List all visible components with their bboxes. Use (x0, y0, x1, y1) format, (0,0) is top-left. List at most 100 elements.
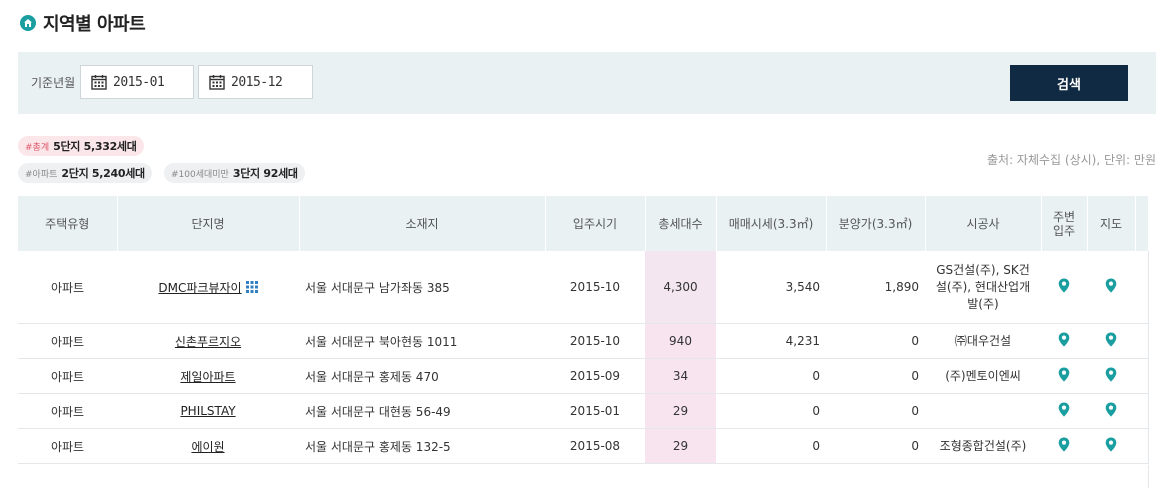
header-spacer (1135, 196, 1149, 251)
header-nearby[interactable]: 주변 입주 (1041, 196, 1088, 251)
cell-type: 아파트 (18, 393, 117, 429)
table-bottom-area (18, 465, 1149, 488)
cell-address: 서울 서대문구 홍제동 132-5 (299, 428, 545, 464)
cell-move-in: 2015-10 (545, 323, 645, 359)
calendar-icon (209, 75, 225, 90)
map-pin-icon[interactable] (1105, 367, 1117, 385)
table-row: 아파트 에이원 서울 서대문구 홍제동 132-5 2015-08 29 0 0 조형종합건설… (18, 428, 1149, 464)
table-row: 아파트 제일아파트 서울 서대문구 홍제동 470 2015-09 34 0 0 (주)멘토이… (18, 358, 1149, 394)
cell-builder (925, 393, 1041, 429)
header-price[interactable]: 매매시세(3.3㎡) (716, 196, 827, 251)
cell-address: 서울 서대문구 대현동 56-49 (299, 393, 545, 429)
map-pin-icon[interactable] (1105, 437, 1117, 455)
complex-name-link[interactable]: 신촌푸르지오 (174, 334, 242, 349)
table-row: 아파트 신촌푸르지오 서울 서대문구 북아현동 1011 2015-10 940 4,23… (18, 323, 1149, 359)
cell-move-in: 2015-10 (545, 251, 645, 324)
header-presale[interactable]: 분양가(3.3㎡) (826, 196, 926, 251)
cell-units: 29 (645, 393, 716, 429)
cell-spacer (1135, 323, 1149, 359)
cell-name: DMC파크뷰자이 (117, 251, 299, 324)
cell-move-in: 2015-01 (545, 393, 645, 429)
cell-units: 4,300 (645, 251, 716, 324)
cell-presale: 0 (826, 358, 925, 394)
cell-map (1087, 323, 1135, 359)
cell-presale: 0 (826, 393, 925, 429)
cell-name: 에이원 (117, 428, 299, 464)
cell-nearby (1041, 428, 1087, 464)
cell-move-in: 2015-08 (545, 428, 645, 464)
cell-spacer (1135, 428, 1149, 464)
cell-builder: (주)멘토이엔씨 (925, 358, 1041, 394)
map-pin-icon[interactable] (1105, 332, 1117, 350)
cell-map (1087, 393, 1135, 429)
summary-total-key: #총계 (25, 142, 50, 153)
table-row: 아파트 DMC파크뷰자이 서울 서대문구 남가좌동 385 2015-10 4,300 3… (18, 251, 1149, 324)
cell-builder: 조형종합건설(주) (925, 428, 1041, 464)
table-row: 아파트 PHILSTAY 서울 서대문구 대현동 56-49 2015-01 29 0 0 (18, 393, 1149, 429)
search-bar: 기준년월 2015-01 2015-12 검색 (18, 52, 1156, 114)
header-units[interactable]: 총세대수 (645, 196, 717, 251)
summary-total-value: 5단지 5,332세대 (53, 140, 137, 153)
map-pin-icon[interactable] (1058, 367, 1070, 385)
map-pin-icon[interactable] (1058, 278, 1070, 296)
end-month-input[interactable]: 2015-12 (198, 65, 313, 99)
start-month-input[interactable]: 2015-01 (80, 65, 194, 99)
cell-price: 0 (716, 428, 826, 464)
complex-name-link[interactable]: 에이원 (191, 439, 225, 454)
source-note: 출처: 자체수집 (상시), 단위: 만원 (986, 153, 1156, 167)
end-month-value: 2015-12 (231, 74, 283, 90)
cell-units: 34 (645, 358, 716, 394)
summary-small-badge: #100세대미만 3단지 92세대 (164, 163, 305, 183)
header-map[interactable]: 지도 (1087, 196, 1136, 251)
cell-name: 제일아파트 (117, 358, 299, 394)
complex-name-link[interactable]: PHILSTAY (180, 404, 236, 418)
cell-nearby (1041, 251, 1087, 324)
cell-nearby (1041, 358, 1087, 394)
summary-small-key: #100세대미만 (171, 169, 229, 180)
cell-units: 29 (645, 428, 716, 464)
cell-presale: 0 (826, 428, 925, 464)
cell-move-in: 2015-09 (545, 358, 645, 394)
map-pin-icon[interactable] (1058, 332, 1070, 350)
header-type[interactable]: 주택유형 (18, 196, 118, 251)
cell-type: 아파트 (18, 251, 117, 324)
complex-name-link[interactable]: 제일아파트 (180, 369, 236, 384)
grid-icon[interactable] (245, 280, 258, 296)
cell-spacer (1135, 393, 1149, 429)
cell-builder: ㈜대우건설 (925, 323, 1041, 359)
summary-apt-badge: #아파트 2단지 5,240세대 (18, 163, 152, 183)
cell-map (1087, 251, 1135, 324)
header-name[interactable]: 단지명 (117, 196, 300, 251)
cell-nearby (1041, 323, 1087, 359)
cell-map (1087, 428, 1135, 464)
header-move-in[interactable]: 입주시기 (545, 196, 646, 251)
cell-presale: 1,890 (826, 251, 925, 324)
cell-type: 아파트 (18, 323, 117, 359)
cell-spacer (1135, 358, 1149, 394)
table-header-row: 주택유형 단지명 소재지 입주시기 총세대수 매매시세(3.3㎡) 분양가(3.… (18, 196, 1149, 251)
search-button[interactable]: 검색 (1010, 65, 1128, 101)
cell-presale: 0 (826, 323, 925, 359)
summary-apt-value: 2단지 5,240세대 (61, 167, 145, 180)
cell-nearby (1041, 393, 1087, 429)
cell-name: 신촌푸르지오 (117, 323, 299, 359)
complex-name-link[interactable]: DMC파크뷰자이 (158, 280, 242, 295)
cell-price: 0 (716, 358, 826, 394)
cell-name: PHILSTAY (117, 393, 299, 429)
header-builder[interactable]: 시공사 (925, 196, 1042, 251)
summary-total-badge: #총계 5단지 5,332세대 (18, 136, 144, 156)
cell-units: 940 (645, 323, 716, 359)
map-pin-icon[interactable] (1105, 278, 1117, 296)
summary-small-value: 3단지 92세대 (232, 167, 298, 180)
map-pin-icon[interactable] (1058, 437, 1070, 455)
cell-address: 서울 서대문구 홍제동 470 (299, 358, 545, 394)
summary-apt-key: #아파트 (25, 169, 58, 180)
map-pin-icon[interactable] (1105, 402, 1117, 420)
page-header: 지역별 아파트 (20, 10, 146, 36)
cell-type: 아파트 (18, 358, 117, 394)
map-pin-icon[interactable] (1058, 402, 1070, 420)
base-month-label: 기준년월 (31, 76, 76, 90)
cell-price: 3,540 (716, 251, 826, 324)
start-month-value: 2015-01 (113, 74, 165, 90)
header-address[interactable]: 소재지 (299, 196, 546, 251)
